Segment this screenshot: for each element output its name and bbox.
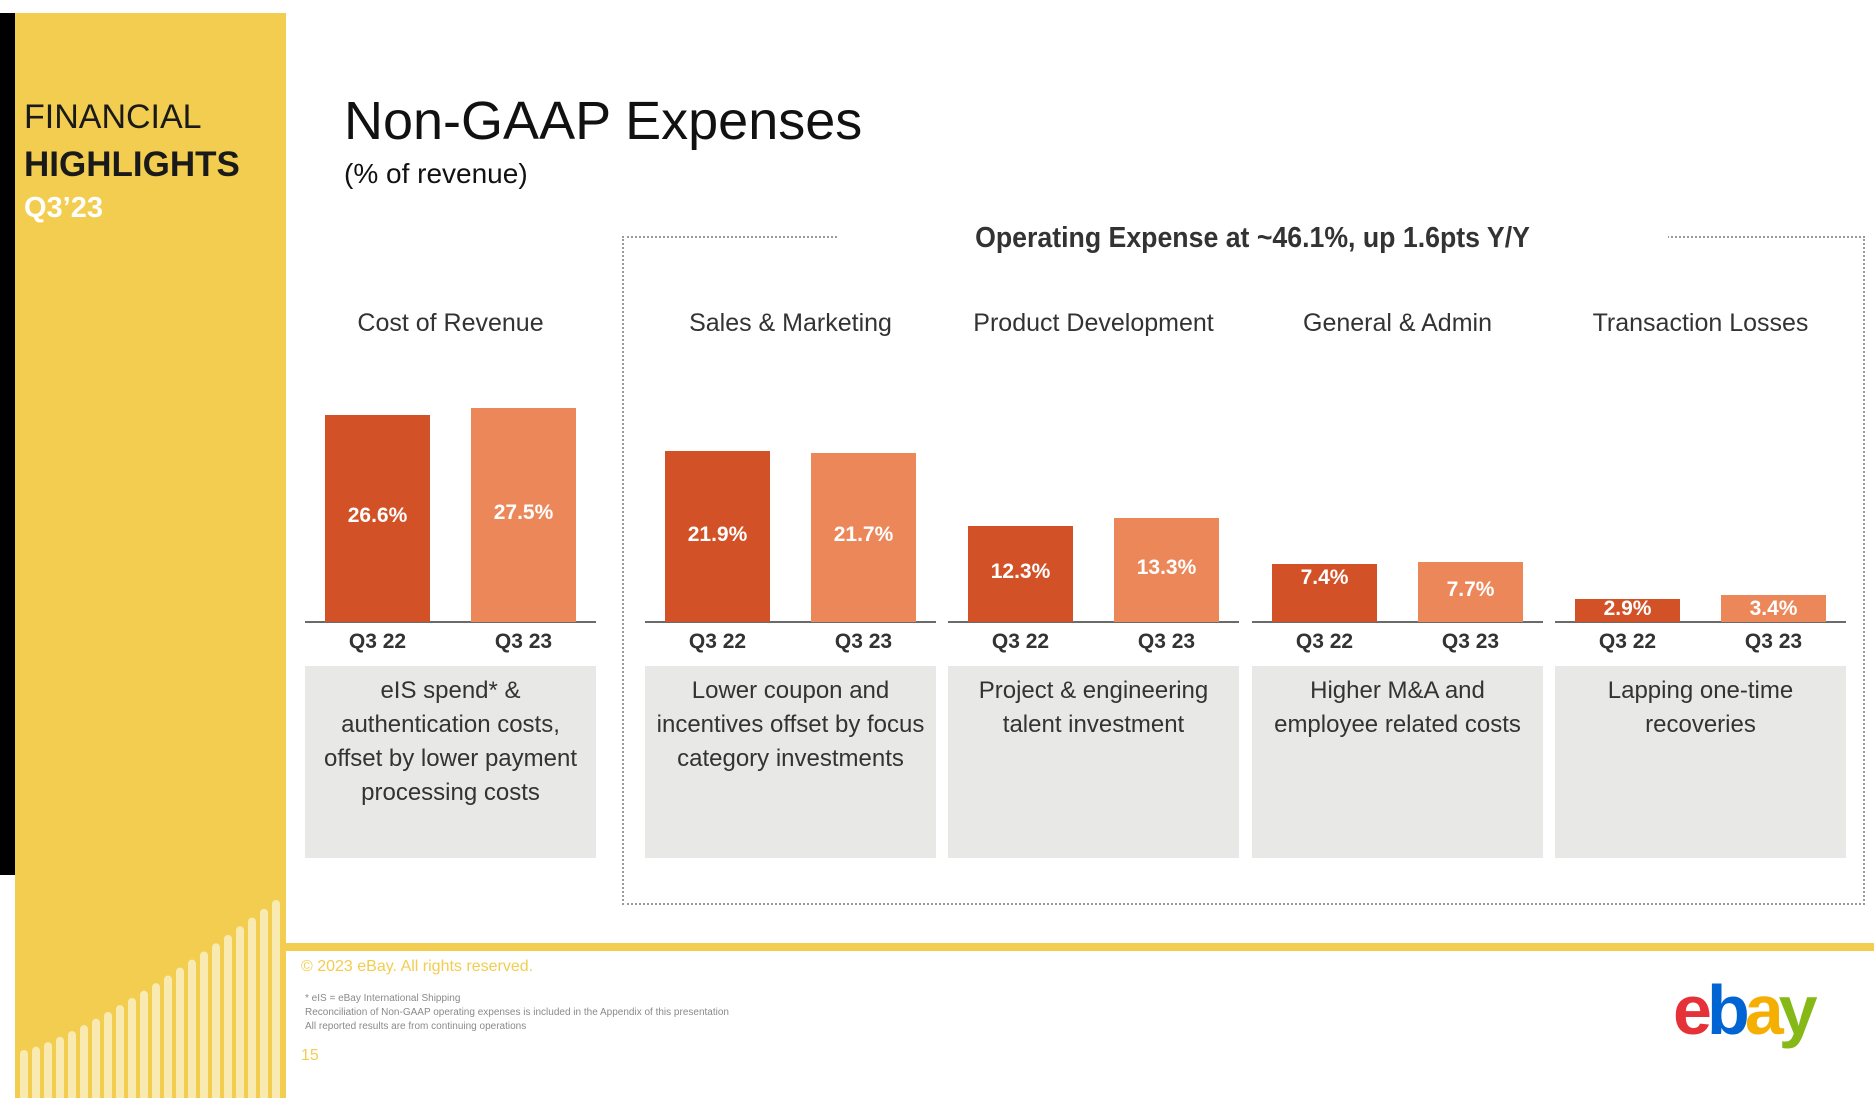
sidebar-decor-bar — [44, 1042, 52, 1098]
sidebar-decor-bar — [164, 975, 172, 1098]
tick-label-cost-of-revenue-q3-22: Q3 22 — [348, 630, 407, 653]
axis-baseline-transaction-losses — [1555, 621, 1846, 623]
sidebar-edge-strip — [0, 13, 15, 875]
data-label-general-admin-q3-23: 7.7% — [1446, 577, 1495, 601]
bar-transaction-losses-q3-22 — [1575, 599, 1680, 622]
footer-divider — [286, 943, 1874, 951]
sidebar-decor-bar — [32, 1046, 40, 1098]
sidebar-panel — [15, 13, 286, 1098]
data-label-transaction-losses-q3-23: 3.4% — [1749, 597, 1798, 621]
data-label-cost-of-revenue-q3-22: 26.6% — [347, 504, 408, 528]
sidebar-growth-bars-graphic — [20, 900, 280, 1098]
tick-label-cost-of-revenue-q3-23: Q3 23 — [494, 630, 553, 653]
category-title-transaction-losses: Transaction Losses — [1592, 309, 1809, 337]
description-box-cost-of-revenue: eIS spend* & authentication costs, offse… — [305, 666, 596, 858]
data-label-general-admin-q3-22: 7.4% — [1300, 566, 1349, 590]
bar-cost-of-revenue-q3-22 — [325, 414, 430, 622]
bar-product-development-q3-22 — [968, 526, 1073, 622]
operating-expense-title: Operating Expense at ~46.1%, up 1.6pts Y… — [975, 222, 1531, 254]
tick-label-sales-marketing-q3-22: Q3 22 — [688, 630, 747, 653]
bar-cost-of-revenue-q3-23 — [471, 407, 576, 622]
category-title-general-admin: General & Admin — [1303, 309, 1492, 337]
bar-product-development-q3-23 — [1114, 518, 1219, 622]
data-label-cost-of-revenue-q3-23: 27.5% — [493, 500, 554, 524]
description-box-transaction-losses: Lapping one-time recoveries — [1555, 666, 1846, 858]
data-label-transaction-losses-q3-22: 2.9% — [1603, 597, 1652, 621]
sidebar-decor-bar — [20, 1050, 28, 1098]
page-number: 15 — [301, 1047, 319, 1064]
sidebar-decor-bar — [260, 908, 268, 1098]
ebay-logo: ebay — [1673, 975, 1818, 1045]
tick-label-transaction-losses-q3-22: Q3 22 — [1598, 630, 1657, 653]
sidebar-heading-highlights: HIGHLIGHTS — [24, 145, 240, 184]
sidebar-decor-bar — [140, 990, 148, 1098]
page-title: Non-GAAP Expenses — [344, 91, 863, 151]
description-box-sales-marketing: Lower coupon and incentives offset by fo… — [645, 666, 936, 858]
axis-baseline-product-development — [948, 621, 1239, 623]
tick-label-general-admin-q3-23: Q3 23 — [1441, 630, 1500, 653]
sidebar-decor-bar — [104, 1012, 112, 1098]
logo-letter-e: e — [1673, 971, 1712, 1049]
bar-general-admin-q3-22 — [1272, 564, 1377, 622]
footnote-reconciliation: Reconciliation of Non-GAAP operating exp… — [305, 1007, 729, 1018]
sidebar-decor-bar — [248, 917, 256, 1098]
axis-baseline-general-admin — [1252, 621, 1543, 623]
sidebar-heading-financial: FINANCIAL — [24, 98, 202, 136]
sidebar-decor-bar — [128, 997, 136, 1098]
data-label-sales-marketing-q3-23: 21.7% — [833, 523, 894, 547]
page-subtitle: (% of revenue) — [344, 158, 528, 189]
data-label-product-development-q3-23: 13.3% — [1136, 556, 1197, 580]
description-box-general-admin: Higher M&A and employee related costs — [1252, 666, 1543, 858]
sidebar-decor-bar — [272, 900, 280, 1098]
sidebar-decor-bar — [212, 943, 220, 1098]
sidebar-decor-bar — [200, 951, 208, 1098]
footnote-continuing-ops: All reported results are from continuing… — [305, 1021, 527, 1032]
tick-label-sales-marketing-q3-23: Q3 23 — [834, 630, 893, 653]
sidebar-decor-bar — [224, 934, 232, 1098]
logo-letter-b: b — [1706, 971, 1750, 1049]
sidebar-quarter-label: Q3’23 — [24, 192, 103, 224]
category-title-cost-of-revenue: Cost of Revenue — [357, 309, 544, 337]
sidebar-decor-bar — [56, 1036, 64, 1098]
sidebar-decor-bar — [176, 967, 184, 1098]
sidebar-decor-bar — [152, 983, 160, 1098]
logo-letter-y: y — [1778, 971, 1818, 1049]
sidebar-decor-bar — [68, 1031, 76, 1098]
tick-label-general-admin-q3-22: Q3 22 — [1295, 630, 1354, 653]
description-box-product-development: Project & engineering talent investment — [948, 666, 1239, 858]
sidebar-decor-bar — [236, 926, 244, 1098]
sidebar-decor-bar — [80, 1025, 88, 1098]
bar-transaction-losses-q3-23 — [1721, 595, 1826, 622]
axis-baseline-sales-marketing — [645, 621, 936, 623]
bar-sales-marketing-q3-23 — [811, 452, 916, 622]
axis-baseline-cost-of-revenue — [305, 621, 596, 623]
data-label-sales-marketing-q3-22: 21.9% — [687, 522, 748, 546]
data-label-product-development-q3-22: 12.3% — [990, 560, 1051, 584]
copyright-text: © 2023 eBay. All rights reserved. — [301, 958, 534, 975]
logo-letter-a: a — [1744, 971, 1784, 1049]
bar-sales-marketing-q3-22 — [665, 451, 770, 622]
tick-label-product-development-q3-22: Q3 22 — [991, 630, 1050, 653]
operating-expense-title-wrap: Operating Expense at ~46.1%, up 1.6pts Y… — [838, 218, 1668, 258]
tick-label-transaction-losses-q3-23: Q3 23 — [1744, 630, 1803, 653]
tick-label-product-development-q3-23: Q3 23 — [1137, 630, 1196, 653]
sidebar-decor-bar — [116, 1005, 124, 1098]
sidebar-decor-bar — [92, 1018, 100, 1098]
footnote-eis: * eIS = eBay International Shipping — [305, 993, 461, 1004]
sidebar-decor-bar — [188, 959, 196, 1098]
category-title-product-development: Product Development — [973, 309, 1214, 337]
bar-general-admin-q3-23 — [1418, 561, 1523, 622]
category-title-sales-marketing: Sales & Marketing — [689, 309, 892, 337]
